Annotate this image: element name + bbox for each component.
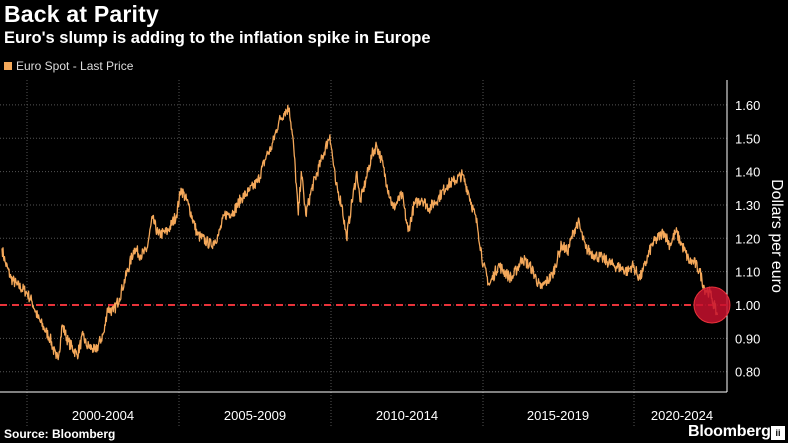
source-note: Source: Bloomberg	[4, 427, 116, 441]
y-tick-label: 1.60	[735, 98, 760, 113]
y-tick-label: 1.20	[735, 231, 760, 246]
x-tick-label: 2015-2019	[527, 408, 589, 423]
y-tick-label: 1.10	[735, 265, 760, 280]
chart-title: Back at Parity	[4, 1, 159, 27]
bloomberg-logo-icon: ii	[771, 426, 785, 440]
series-line-euro-spot	[1, 104, 719, 361]
legend-label: Euro Spot - Last Price	[16, 59, 134, 73]
parity-highlight-circle	[693, 286, 731, 324]
y-tick-label: 1.30	[735, 198, 760, 213]
legend: Euro Spot - Last Price	[4, 59, 133, 73]
y-axis-title: Dollars per euro	[768, 179, 785, 293]
y-tick-label: 1.40	[735, 165, 760, 180]
y-tick-label: 1.00	[735, 298, 760, 313]
x-tick-label: 2020-2024	[651, 408, 713, 423]
x-tick-label: 2005-2009	[224, 408, 286, 423]
x-tick-label: 2010-2014	[376, 408, 438, 423]
x-tick-label: 2000-2004	[72, 408, 134, 423]
y-tick-label: 0.90	[735, 331, 760, 346]
y-tick-label: 1.50	[735, 131, 760, 146]
y-tick-label: 0.80	[735, 365, 760, 380]
bloomberg-logo: Bloomberg	[688, 423, 771, 440]
legend-swatch	[4, 62, 12, 70]
chart-subtitle: Euro's slump is adding to the inflation …	[4, 29, 431, 47]
